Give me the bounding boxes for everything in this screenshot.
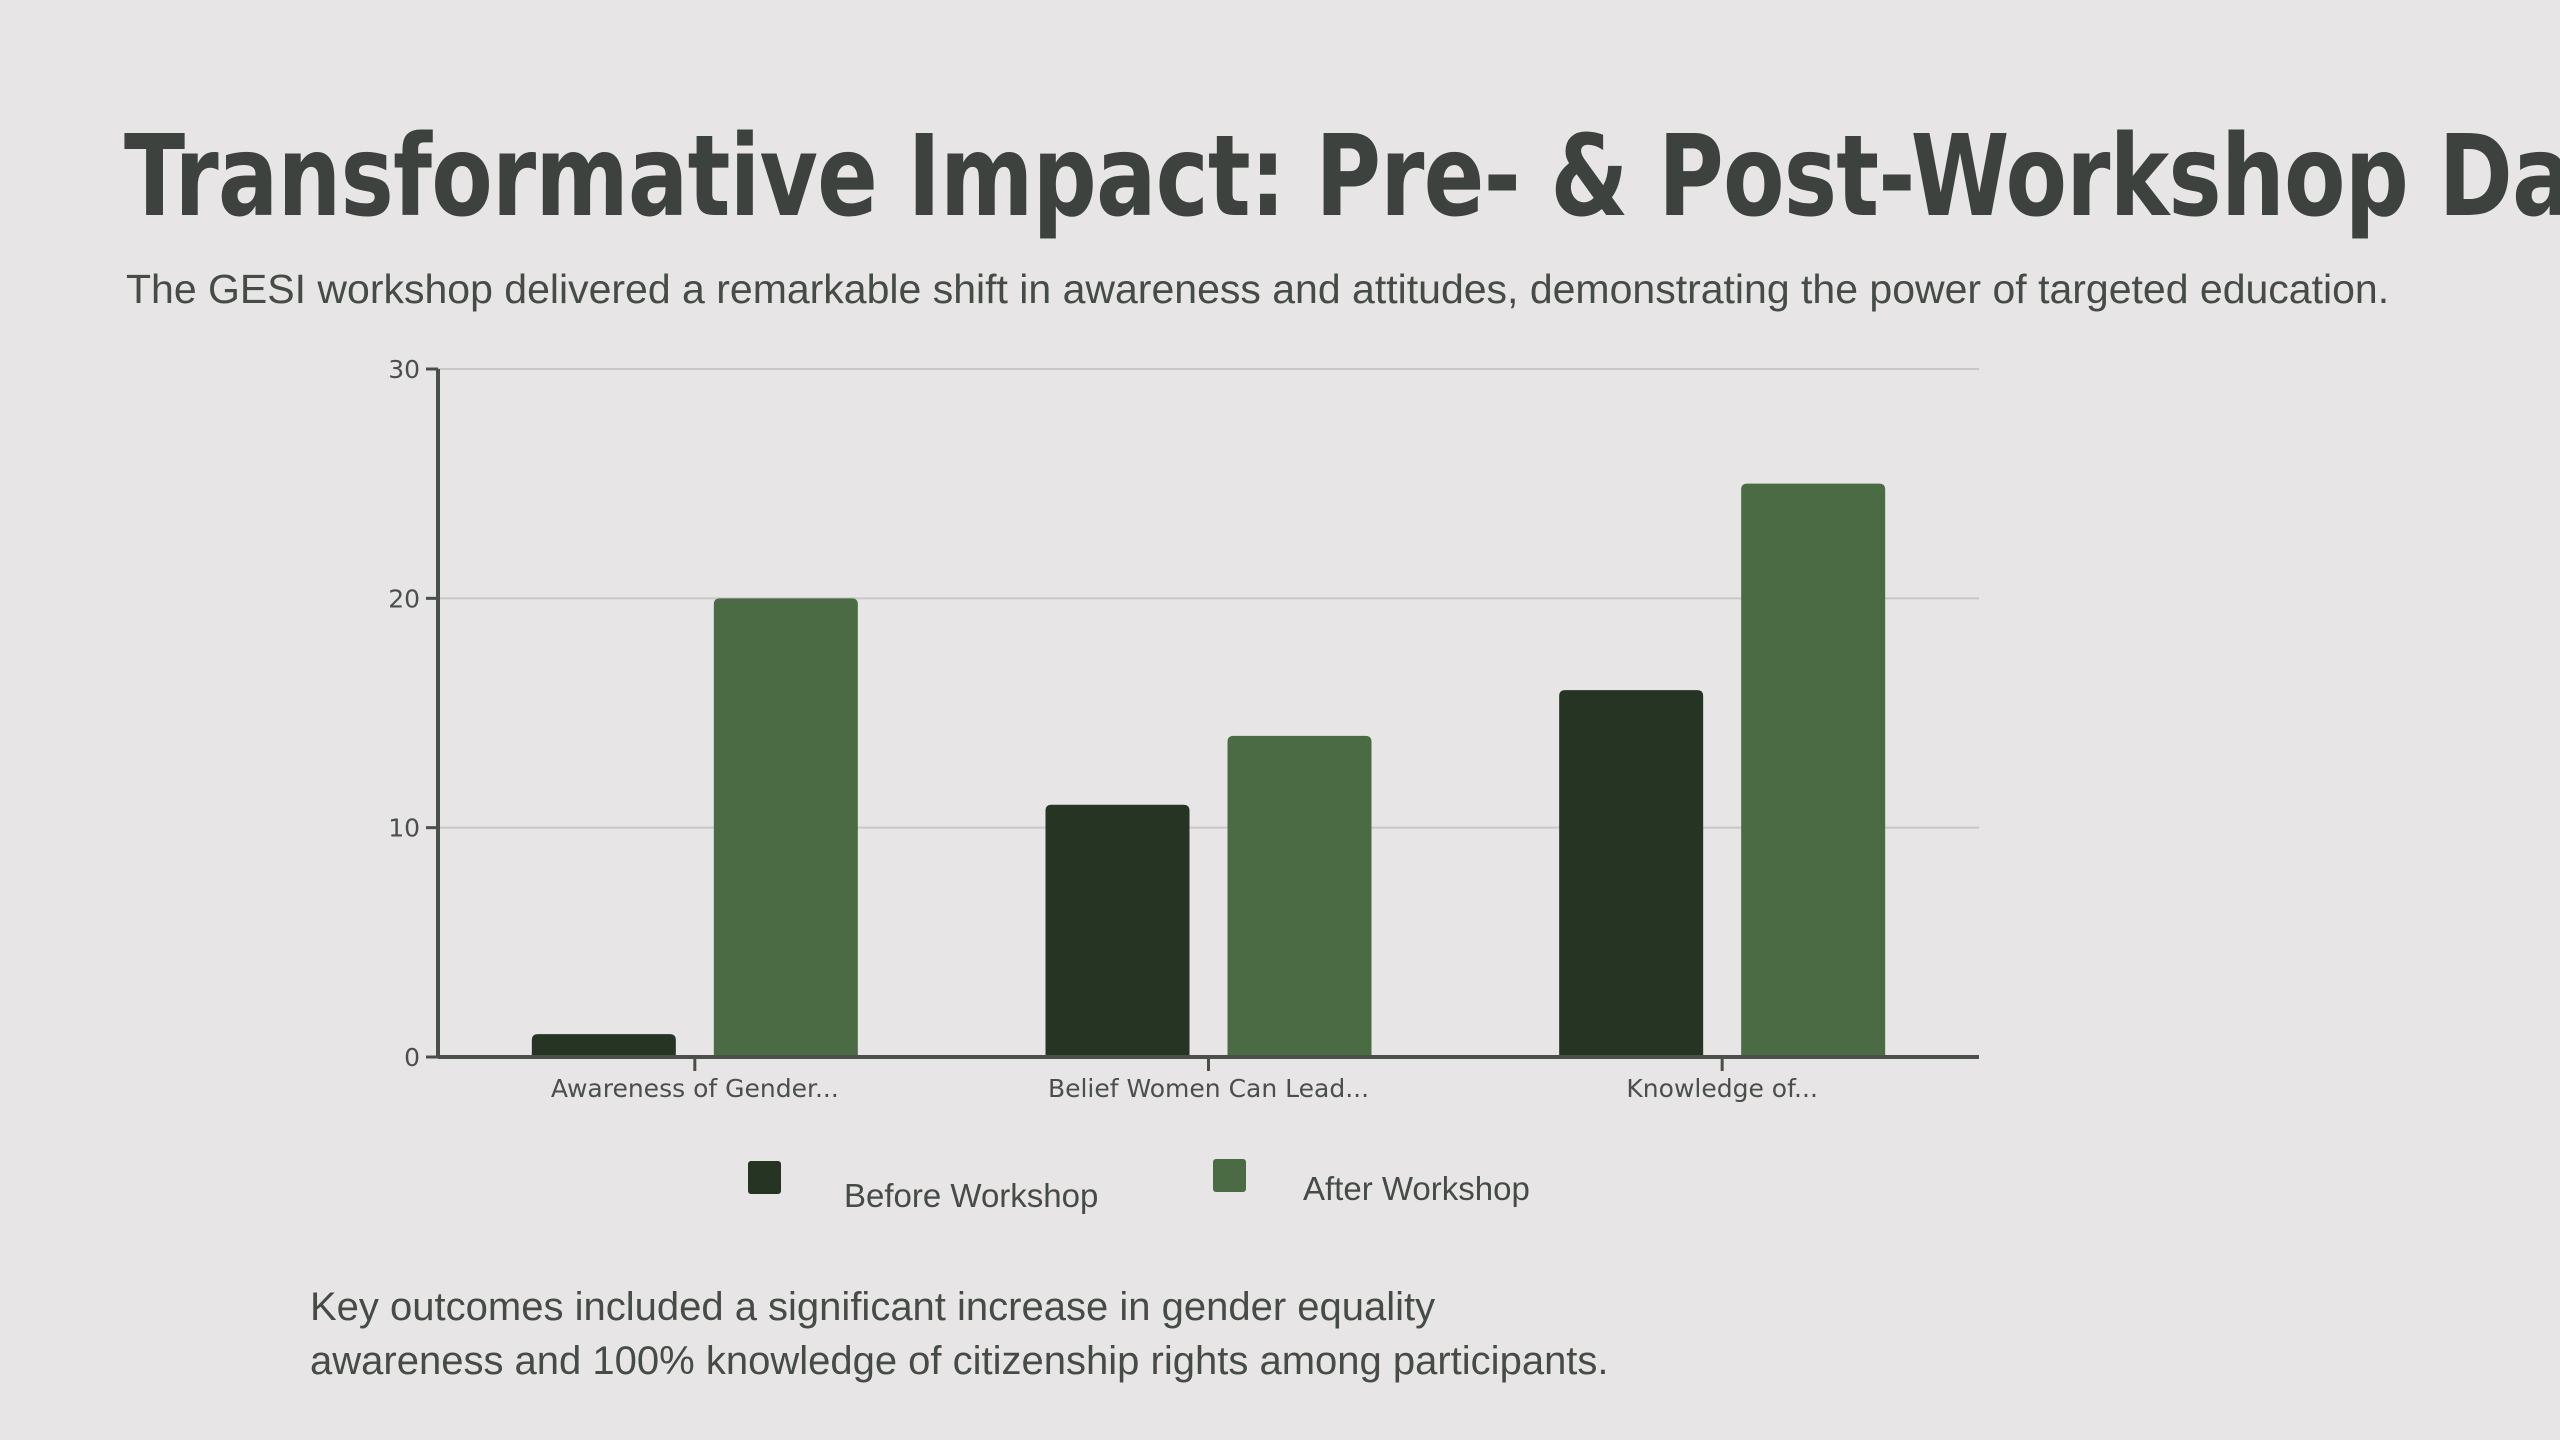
bar-after [713, 598, 858, 1057]
bar-after [1741, 483, 1886, 1058]
slide-subtitle: The GESI workshop delivered a remarkable… [126, 266, 2390, 312]
slide-title: Transformative Impact: Pre- & Post-Works… [124, 112, 2560, 242]
y-tick-label: 0 [404, 1043, 420, 1072]
legend-swatch-after [1213, 1159, 1246, 1192]
x-tick-label: Knowledge of... [1626, 1074, 1818, 1103]
key-outcomes-note: Key outcomes included a significant incr… [310, 1280, 1910, 1388]
y-tick-label: 20 [388, 584, 420, 613]
legend-label-before: Before Workshop [844, 1177, 1098, 1214]
legend-swatch-before [748, 1161, 781, 1194]
note-line-2: awareness and 100% knowledge of citizens… [310, 1339, 1609, 1383]
note-line-1: Key outcomes included a significant incr… [310, 1285, 1436, 1329]
y-tick-label: 10 [388, 814, 420, 843]
x-tick-label: Belief Women Can Lead... [1048, 1074, 1369, 1103]
bar-before [1559, 690, 1704, 1057]
bar-after [1227, 735, 1372, 1057]
bar-before [1045, 804, 1190, 1057]
bar-before [531, 1034, 676, 1057]
y-tick-label: 30 [388, 355, 420, 384]
x-tick-label: Awareness of Gender... [551, 1074, 839, 1103]
legend-label-after: After Workshop [1303, 1170, 1530, 1207]
